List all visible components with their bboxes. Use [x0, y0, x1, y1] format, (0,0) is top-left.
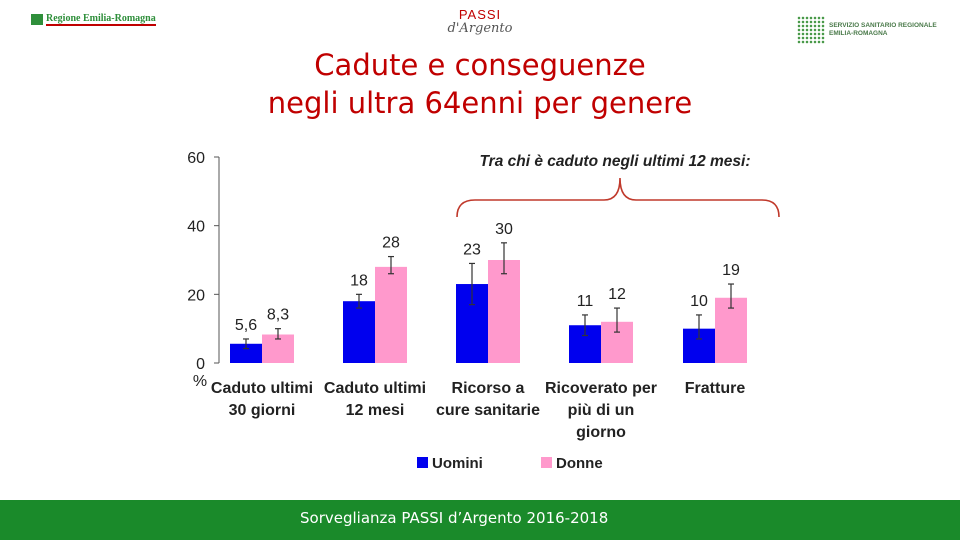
legend-swatch-donne [541, 457, 552, 468]
data-label: 11 [577, 293, 594, 310]
x-tick-label: Caduto ultimi [324, 380, 426, 397]
title-line-1: Cadute e conseguenze [314, 48, 646, 82]
logo-passi-top: PASSI [458, 7, 502, 22]
data-label: 12 [608, 286, 626, 303]
logo-passi: PASSI d'Argento [440, 8, 520, 48]
annotation-text: Tra chi è caduto negli ultimi 12 mesi: [479, 153, 750, 170]
legend-label: Uomini [432, 455, 483, 472]
x-tick-label: giorno [576, 424, 626, 441]
footer-bar: Sorveglianza PASSI d’Argento 2016-2018 [0, 500, 960, 540]
ssr-grid-icon [797, 16, 825, 44]
legend-label: Donne [556, 455, 603, 472]
logo-right-line1: SERVIZIO SANITARIO REGIONALE [829, 22, 937, 29]
bar-donne [375, 266, 407, 363]
regione-emblem-icon [31, 14, 43, 25]
title-line-2: negli ultra 64enni per genere [267, 86, 693, 120]
page-title: Cadute e conseguenze negli ultra 64enni … [0, 46, 960, 122]
data-label: 28 [382, 235, 400, 252]
logo-regione: Regione Emilia-Romagna [31, 13, 156, 26]
y-tick-label: 60 [187, 150, 205, 167]
x-tick-label: Caduto ultimi [211, 380, 313, 397]
x-tick-label: 30 giorni [229, 402, 296, 419]
data-label: 8,3 [267, 307, 289, 324]
data-label: 18 [350, 272, 368, 289]
data-label: 30 [495, 221, 513, 238]
logo-ssr: SERVIZIO SANITARIO REGIONALE EMILIA-ROMA… [797, 16, 937, 44]
data-label: 23 [463, 241, 481, 258]
y-axis-label: % [193, 373, 207, 390]
logo-left-text: Regione Emilia-Romagna [46, 13, 156, 26]
x-tick-label: cure sanitarie [436, 402, 540, 419]
x-tick-label: 12 mesi [346, 402, 405, 419]
annotation-brace [456, 177, 780, 218]
legend-swatch-uomini [417, 457, 428, 468]
data-label: 19 [722, 262, 740, 279]
x-tick-label: più di un [568, 402, 635, 419]
data-label: 5,6 [235, 317, 257, 334]
footer-text: Sorveglianza PASSI d’Argento 2016-2018 [300, 509, 609, 527]
logo-right-line2: EMILIA-ROMAGNA [829, 30, 888, 37]
logo-passi-bottom: d'Argento [447, 21, 513, 36]
bar-uomini [343, 301, 375, 363]
bar-donne [488, 260, 520, 363]
y-tick-label: 0 [196, 356, 205, 373]
x-tick-label: Fratture [685, 380, 746, 397]
data-label: 10 [690, 293, 708, 310]
x-tick-label: Ricoverato per [545, 380, 657, 397]
x-tick-label: Ricorso a [452, 380, 525, 397]
y-tick-label: 40 [187, 219, 205, 236]
bar-uomini [230, 343, 262, 363]
y-tick-label: 20 [187, 287, 205, 304]
